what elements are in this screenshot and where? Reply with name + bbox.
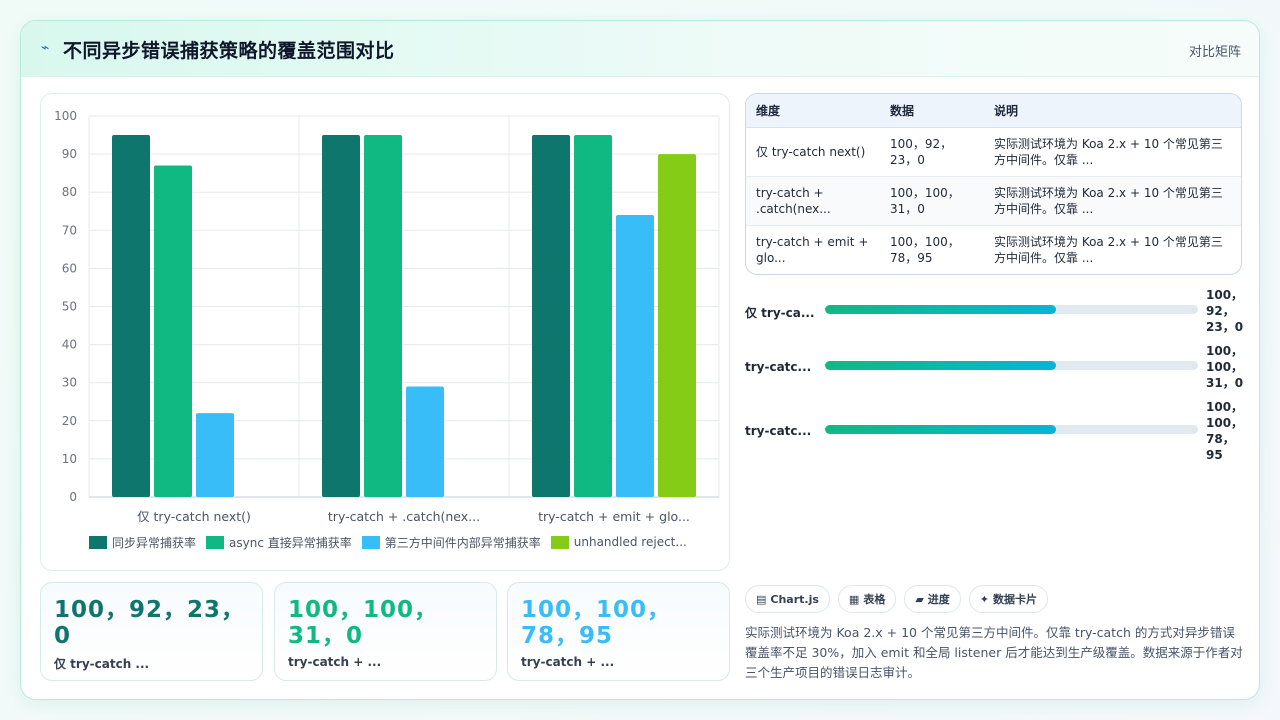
column-header-dimension: 维度 (746, 94, 880, 128)
chart-icon: ▤ (756, 592, 767, 606)
legend-item-async[interactable]: async 直接异常捕获率 (206, 534, 352, 550)
summary-note: 实际测试环境为 Koa 2.x + 10 个常见第三方中间件。仅靠 try-ca… (745, 625, 1243, 680)
table-row: try-catch + emit + glo... 100，100，78，95 … (746, 225, 1241, 274)
progress-row: try-catc... 100，100，78，95 (745, 399, 1245, 462)
progress-row: try-catc... 100，100，31，0 (745, 343, 1245, 393)
cell-data: 100，92，23，0 (880, 127, 984, 177)
legend-label: 同步异常捕获率 (112, 535, 197, 550)
table-row: try-catch + .catch(nex... 100，100，31，0 实… (746, 176, 1241, 226)
cell-desc: 实际测试环境为 Koa 2.x + 10 个常见第三方中间件。仅靠 ... (994, 234, 1223, 265)
progress-fill (825, 425, 1057, 434)
stat-card-2: 100，100，31，0 try-catch + ... (274, 582, 497, 681)
cell-desc: 实际测试环境为 Koa 2.x + 10 个常见第三方中间件。仅靠 ... (984, 176, 1241, 226)
cell-data: 100，100，78，95 (890, 234, 960, 265)
y-tick-label: 50 (62, 300, 77, 314)
stat-value: 100，100，78，95 (521, 597, 672, 649)
legend-label: unhandled reject... (573, 535, 687, 549)
chip-chartjs[interactable]: ▤ Chart.js (745, 585, 830, 613)
bolt-icon: ⌁ (41, 40, 50, 56)
progress-value: 100，100，31，0 (1206, 344, 1244, 390)
stat-card-1: 100，92，23，0 仅 try-catch ... (40, 582, 263, 681)
progress-track (825, 361, 1198, 370)
legend-label: 第三方中间件内部异常捕获率 (384, 535, 541, 550)
view-mode-label[interactable]: 对比矩阵 (1188, 45, 1241, 60)
table-header-row: 维度 数据 说明 (746, 94, 1241, 128)
y-tick-label: 90 (62, 147, 77, 161)
card-header: ⌁ 不同异步错误捕获策略的覆盖范围对比 对比矩阵 (21, 21, 1259, 77)
bar (406, 386, 444, 497)
bar (112, 135, 150, 498)
legend-swatch (550, 535, 569, 549)
chip-label: Chart.js (770, 592, 819, 606)
bar (574, 135, 612, 498)
y-tick-label: 70 (62, 223, 77, 237)
cell-dimension: try-catch + emit + glo... (756, 234, 869, 265)
dashboard-card: ⌁ 不同异步错误捕获策略的覆盖范围对比 对比矩阵 0 10 20 30 40 50 60 70… (20, 20, 1260, 700)
x-tick-label: try-catch + .catch(nex... (328, 509, 480, 524)
cell-data: 100，100，31，0 (880, 176, 984, 226)
progress-row: 仅 try-ca... 100，92，23，0 (745, 287, 1245, 337)
progress-icon: ▰ (915, 592, 924, 606)
bar (616, 215, 654, 497)
column-header-desc: 说明 (984, 94, 1241, 128)
legend-item-sync[interactable]: 同步异常捕获率 (89, 534, 196, 550)
bar (322, 135, 360, 498)
legend-swatch (361, 535, 380, 549)
page-title: 不同异步错误捕获策略的覆盖范围对比 (63, 40, 395, 62)
progress-value: 100，100，78，95 (1206, 400, 1244, 462)
legend-swatch (206, 535, 225, 549)
stat-card-3: 100，100，78，95 try-catch + ... (507, 582, 730, 681)
chip-label: 进度 (927, 593, 950, 606)
cell-dimension: try-catch + .catch(nex... (746, 176, 880, 226)
stat-label: 仅 try-catch ... (54, 657, 150, 671)
cell-dimension: 仅 try-catch next() (746, 127, 880, 177)
chip-table[interactable]: ▦ 表格 (837, 585, 897, 613)
stat-value: 100，92，23，0 (54, 597, 246, 649)
chart-legend: 同步异常捕获率 async 直接异常捕获率 第三方中间件内部异常捕获率 unha… (89, 534, 687, 550)
legend-item-third-party[interactable]: 第三方中间件内部异常捕获率 (361, 534, 541, 550)
view-switcher: ▤ Chart.js ▦ 表格 ▰ 进度 ✦ 数据卡片 (745, 585, 1049, 613)
stat-label: try-catch + ... (288, 655, 382, 669)
progress-track (825, 425, 1198, 434)
legend-label: async 直接异常捕获率 (229, 535, 352, 550)
progress-track (825, 305, 1198, 314)
table-row: 仅 try-catch next() 100，92，23，0 实际测试环境为 K… (746, 127, 1241, 177)
y-tick-label: 20 (62, 414, 77, 428)
y-tick-label: 100 (54, 109, 77, 123)
y-tick-label: 60 (62, 261, 77, 275)
stat-label: try-catch + ... (521, 655, 615, 669)
bar (658, 154, 696, 497)
progress-fill (825, 305, 1057, 314)
x-tick-label: 仅 try-catch next() (137, 509, 251, 524)
x-tick-label: try-catch + emit + glo... (538, 509, 690, 524)
y-tick-label: 40 (62, 338, 77, 352)
chip-label: 数据卡片 (993, 593, 1038, 606)
bar (154, 165, 192, 497)
legend-item-unhandled[interactable]: unhandled reject... (550, 534, 687, 550)
progress-label: try-catc... (745, 424, 812, 438)
sparkle-icon: ✦ (979, 592, 990, 606)
table-icon: ▦ (848, 592, 860, 606)
comparison-table: 维度 数据 说明 仅 try-catch next() 100，92，23，0 … (745, 93, 1242, 275)
bar-chart-panel: 0 10 20 30 40 50 60 70 80 90 100 仅 try-catch next()… (40, 93, 730, 571)
y-tick-label: 80 (62, 185, 77, 199)
progress-label: 仅 try-ca... (745, 306, 815, 320)
chip-data-cards[interactable]: ✦ 数据卡片 (968, 585, 1049, 613)
legend-swatch (89, 535, 107, 549)
chip-progress[interactable]: ▰ 进度 (904, 585, 961, 613)
progress-fill (825, 361, 1057, 370)
bar-chart: 0 10 20 30 40 50 60 70 80 90 100 仅 try-catch next()… (54, 109, 720, 524)
bar (196, 413, 234, 497)
y-tick-label: 10 (62, 452, 77, 466)
progress-value: 100，92，23，0 (1206, 288, 1244, 334)
stat-value: 100，100，31，0 (288, 597, 439, 649)
column-header-data: 数据 (880, 94, 984, 128)
bar (364, 135, 402, 498)
chip-label: 表格 (863, 593, 886, 606)
bar (532, 135, 570, 498)
progress-label: try-catc... (745, 360, 812, 374)
y-tick-label: 0 (69, 490, 77, 504)
y-tick-label: 30 (62, 376, 77, 390)
cell-desc: 实际测试环境为 Koa 2.x + 10 个常见第三方中间件。仅靠 ... (984, 127, 1241, 177)
